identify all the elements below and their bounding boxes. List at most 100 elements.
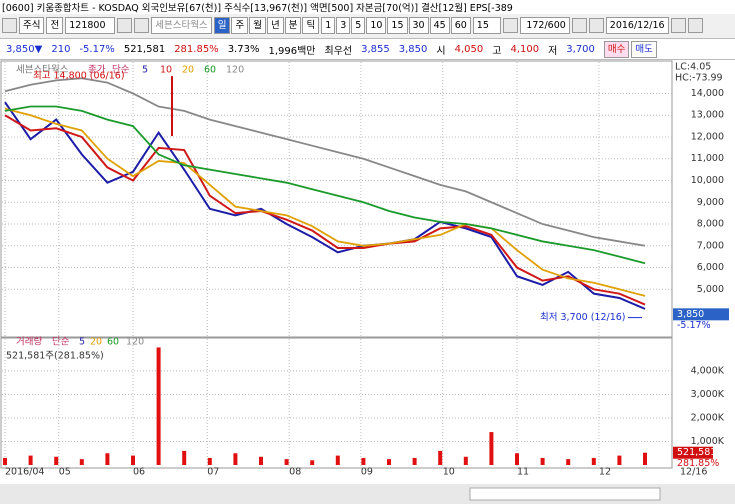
legend-title: 세븐스타웍스 (16, 65, 69, 76)
volume-bar (438, 450, 443, 465)
volume-title: 거래량 (16, 336, 42, 348)
toolbar-button[interactable]: 틱 (302, 17, 320, 34)
volume-bar (105, 453, 110, 465)
volume-bar (131, 455, 135, 465)
x-tick-label: 06 (133, 467, 145, 478)
scroll-track[interactable] (469, 487, 661, 501)
toolbar-button[interactable]: 분 (284, 17, 302, 34)
volume-ratio: 281.85% (174, 43, 219, 55)
icon[interactable] (588, 18, 604, 33)
x-tick-label: 12 (599, 467, 611, 478)
volume-bar (207, 457, 212, 465)
last-volume-ratio: 281.85% (677, 458, 719, 469)
volume-legend-entry: 20 (90, 337, 102, 348)
y-tick-label: 6,000 (697, 262, 724, 273)
volume-bar (463, 456, 468, 465)
chart-bg (0, 60, 735, 504)
y-tick-label: 14,000 (691, 88, 724, 99)
x-tick-label: 05 (59, 467, 71, 478)
x-tick-label: 2016/04 (5, 467, 44, 478)
y-tick-label: 1,000K (691, 436, 725, 447)
last-change: -5.17% (677, 320, 711, 331)
low-label: 저 (548, 45, 558, 57)
y-tick-label: 9,000 (697, 197, 724, 208)
icon[interactable] (571, 18, 587, 33)
volume-bar (156, 347, 161, 465)
toolbar-button[interactable]: 5 (351, 17, 366, 34)
volume-bar (79, 459, 84, 465)
ask: 3,855 (361, 43, 390, 55)
last-price-box (673, 308, 729, 321)
high-annotation: 최고 14,800 (06/16) (33, 71, 125, 82)
toolbar-button[interactable]: 10 (366, 17, 387, 34)
y-tick-label: 8,000 (697, 219, 724, 230)
ma-line (4, 105, 646, 265)
code-input[interactable]: 121800 (65, 17, 116, 34)
price-value: 3,850 (6, 43, 35, 55)
x-tick-label: 09 (361, 467, 373, 478)
volume-legend-entry: 5 (79, 337, 85, 348)
y-tick-label: 3,000K (691, 389, 725, 400)
ma-line (4, 107, 646, 297)
volume-bar (412, 457, 417, 465)
y-tick-label: 12,000 (691, 131, 724, 142)
high-label: 고 (492, 45, 502, 57)
toolbar-button[interactable]: 주 (231, 17, 249, 34)
icon[interactable] (502, 18, 518, 33)
buy-button[interactable]: 매수 (603, 40, 630, 58)
sell-button[interactable]: 매도 (631, 40, 657, 58)
icon[interactable] (117, 18, 133, 33)
volume-legend-entry: 60 (107, 337, 119, 348)
minute-buttons: 1 3 5 10 15 30 45 60 (321, 17, 471, 34)
toolbar-button[interactable]: 30 (408, 17, 429, 34)
volume-bar (3, 457, 7, 465)
toolbar-button[interactable]: 1 (321, 17, 336, 34)
ma-line (4, 114, 646, 306)
turnover: 3.73% (227, 43, 260, 55)
volume-legend-entry: 120 (126, 337, 144, 348)
last-volume-box (673, 446, 713, 459)
last-volume: 521,581 (677, 447, 716, 458)
volume-bar (284, 459, 289, 465)
toolbar-button[interactable]: 60 (450, 17, 471, 34)
icon[interactable] (687, 18, 703, 33)
volume-bar (28, 455, 33, 465)
toolbar-button[interactable]: 일 (213, 17, 231, 34)
y-tick-label: 4,000K (691, 365, 725, 376)
y-tick-label: 11,000 (691, 153, 724, 164)
volume-bar (259, 456, 263, 465)
window-title: [0600] 키움종합차트 - KOSDAQ 외국인보유[67(천)] 주식수[… (2, 3, 513, 14)
last-price: 3,850 (677, 309, 704, 320)
volume-bar (566, 459, 571, 465)
toolbar-button[interactable]: 45 (429, 17, 450, 34)
interval-select[interactable]: 15 (472, 17, 501, 34)
x-tick-label: 10 (443, 467, 455, 478)
legend-entry: 20 (182, 65, 194, 76)
volume-bar (489, 432, 494, 465)
y-tick-label: 2,000K (691, 412, 725, 423)
volume-bar (182, 450, 187, 465)
low-annotation: 최저 3,700 (12/16) (540, 312, 626, 323)
low: 3,700 (566, 43, 595, 55)
toolbar-button[interactable]: 3 (336, 17, 351, 34)
hc: HC:-73.99 (675, 73, 723, 84)
date-input[interactable]: 2016/12/16 (605, 17, 669, 34)
icon[interactable] (134, 18, 150, 33)
stock-name: 세븐스타웍스 (151, 17, 212, 34)
icon[interactable] (670, 18, 686, 33)
toolbar-button[interactable]: 년 (266, 17, 284, 34)
volume-summary: 521,581주(281.85%) (6, 351, 104, 362)
toolbar-button[interactable]: 15 (387, 17, 408, 34)
prev-button[interactable]: 전 (46, 17, 64, 34)
toolbar-button[interactable]: 월 (249, 17, 266, 34)
change-pct: -5.17% (79, 43, 115, 55)
volume-bar (233, 453, 238, 465)
open: 4,050 (454, 43, 484, 55)
icon[interactable] (2, 18, 17, 33)
count: 172/600 (519, 17, 570, 34)
market-select[interactable]: 주식 (19, 17, 45, 34)
ma-label: 단순 (112, 65, 130, 76)
x-tick-label: 07 (207, 467, 219, 478)
x-tick-label: 08 (289, 467, 301, 478)
